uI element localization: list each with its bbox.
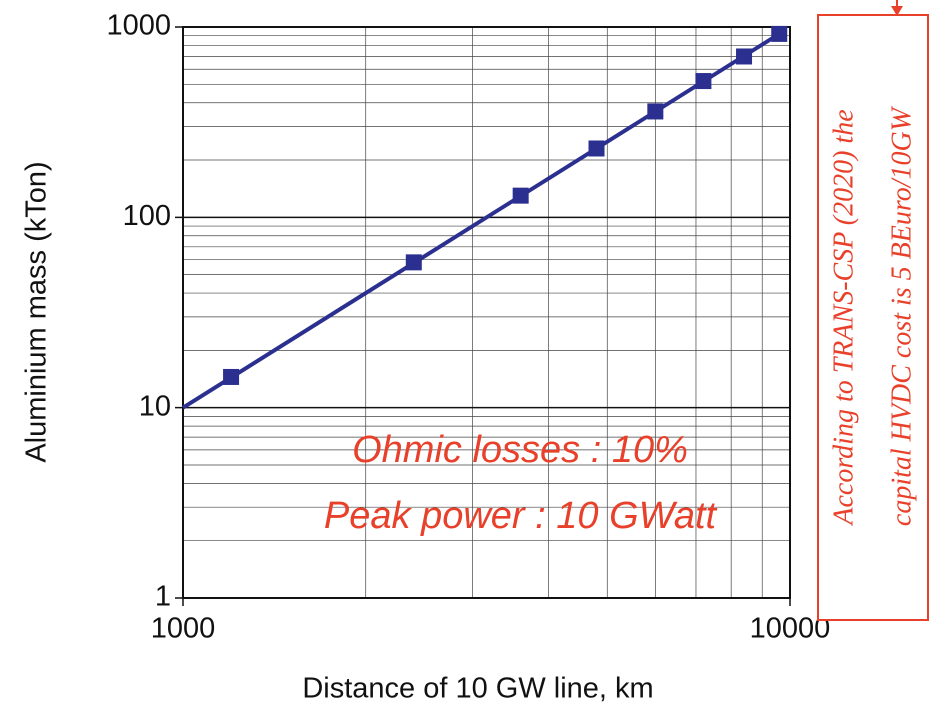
y-tick-label: 1000 xyxy=(106,10,171,42)
note-line: capital HVDC cost is 5 BEuro/10GW xyxy=(886,105,917,526)
line xyxy=(181,32,781,410)
y-tick-label: 100 xyxy=(123,200,171,232)
marker xyxy=(512,187,529,204)
marker xyxy=(588,140,605,157)
note-box xyxy=(817,14,929,621)
y-tick-label: 10 xyxy=(139,390,171,422)
marker xyxy=(771,25,788,42)
annotation: Ohmic losses : 10% xyxy=(352,429,688,471)
y-axis-label: Aluminium mass (kTon) xyxy=(21,161,53,462)
marker xyxy=(647,103,664,120)
x-tick-label: 10000 xyxy=(750,613,831,645)
x-tick-label: 1000 xyxy=(151,613,216,645)
note-line: According to TRANS-CSP (2020) the xyxy=(828,109,859,526)
x-axis-label: Distance of 10 GW line, km xyxy=(302,673,653,705)
arrow-head xyxy=(891,6,903,16)
marker xyxy=(736,48,753,65)
y-tick-label: 1 xyxy=(155,581,171,613)
annotation: Peak power : 10 GWatt xyxy=(324,495,718,537)
plot-frame xyxy=(182,26,791,599)
marker xyxy=(695,73,712,90)
marker xyxy=(405,254,422,271)
marker xyxy=(223,368,240,385)
